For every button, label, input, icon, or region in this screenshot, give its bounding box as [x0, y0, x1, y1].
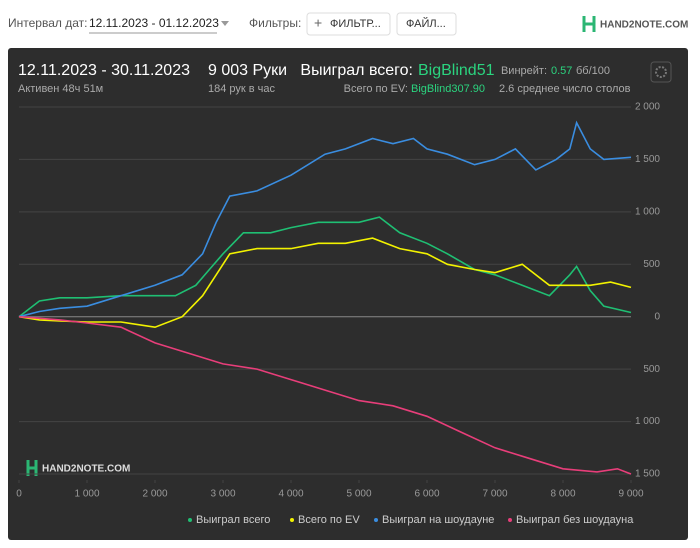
- settings-icon: [655, 66, 667, 78]
- y-tick-label: 1 500: [635, 154, 660, 165]
- file-button[interactable]: [396, 12, 457, 36]
- period: 12.11.2023 - 30.11.2023: [18, 62, 190, 79]
- x-tick-label: 2 000: [142, 489, 167, 500]
- ev-value: BigBlind307.90: [411, 83, 485, 95]
- x-tick-label: 8 000: [550, 489, 575, 500]
- series-line: [18, 237, 632, 329]
- legend-label: Всего по EV: [298, 514, 360, 526]
- y-tick-label: 1 000: [635, 416, 660, 427]
- series-line: [18, 120, 632, 318]
- won-value: BigBlind51: [418, 62, 495, 79]
- winrate-unit: бб/100: [576, 65, 610, 77]
- watermark: HAND2NOTE.COM: [42, 464, 130, 475]
- filters-label: Фильтры:: [249, 16, 301, 30]
- legend-label: Выиграл на шоудауне: [382, 514, 494, 526]
- legend-label: Выиграл без шоудауна: [516, 514, 634, 526]
- legend-dot: [188, 518, 192, 522]
- dropdown-arrow: [221, 21, 229, 26]
- y-tick-label: 1 500: [635, 469, 660, 480]
- x-tick-label: 0: [16, 489, 22, 500]
- x-tick-label: 9 000: [618, 489, 643, 500]
- y-tick-label: 500: [643, 259, 660, 270]
- date-label: Интервал дат:: [8, 16, 87, 30]
- filter-button[interactable]: [306, 12, 391, 36]
- x-tick-label: 5 000: [346, 489, 371, 500]
- chart-panel: [8, 48, 688, 540]
- legend-dot: [374, 518, 378, 522]
- x-tick-label: 1 000: [74, 489, 99, 500]
- x-tick-label: 4 000: [278, 489, 303, 500]
- winrate-label: Винрейт:: [501, 65, 547, 77]
- y-tick-label: 0: [654, 311, 660, 322]
- legend-label: Выиграл всего: [196, 514, 270, 526]
- plus-icon: +: [314, 15, 322, 31]
- legend-dot: [290, 518, 294, 522]
- tables: 2.6 среднее число столов: [499, 83, 631, 95]
- y-tick-label: 1 000: [635, 206, 660, 217]
- won-label: Выиграл всего:: [300, 62, 413, 79]
- y-tick-label: 500: [643, 364, 660, 375]
- filter-button-text: ФИЛЬТР...: [330, 18, 381, 30]
- logo-icon: [582, 16, 596, 32]
- series-line: [18, 216, 632, 318]
- date-range[interactable]: 12.11.2023 - 01.12.2023: [89, 16, 219, 30]
- watermark-icon: [26, 460, 38, 476]
- settings-button[interactable]: [650, 61, 672, 83]
- hands-per-hour: 184 рук в час: [208, 83, 276, 95]
- hands: 9 003 Руки: [208, 62, 287, 79]
- ev-label: Всего по EV:: [344, 83, 408, 95]
- x-tick-label: 6 000: [414, 489, 439, 500]
- winrate-value: 0.57: [551, 65, 572, 77]
- file-button-text: ФАЙЛ...: [406, 17, 446, 30]
- x-tick-label: 7 000: [482, 489, 507, 500]
- legend-dot: [508, 518, 512, 522]
- logo: HAND2NOTE.COM: [600, 20, 688, 31]
- plot: 2 000 1 500 1 000 500 0 500 1 000 1 500 0 1 000 2 …: [16, 102, 660, 526]
- x-tick-label: 3 000: [210, 489, 235, 500]
- series-line: [18, 315, 632, 475]
- active-time: Активен 48ч 51м: [18, 83, 103, 95]
- y-tick-label: 2 000: [635, 102, 660, 113]
